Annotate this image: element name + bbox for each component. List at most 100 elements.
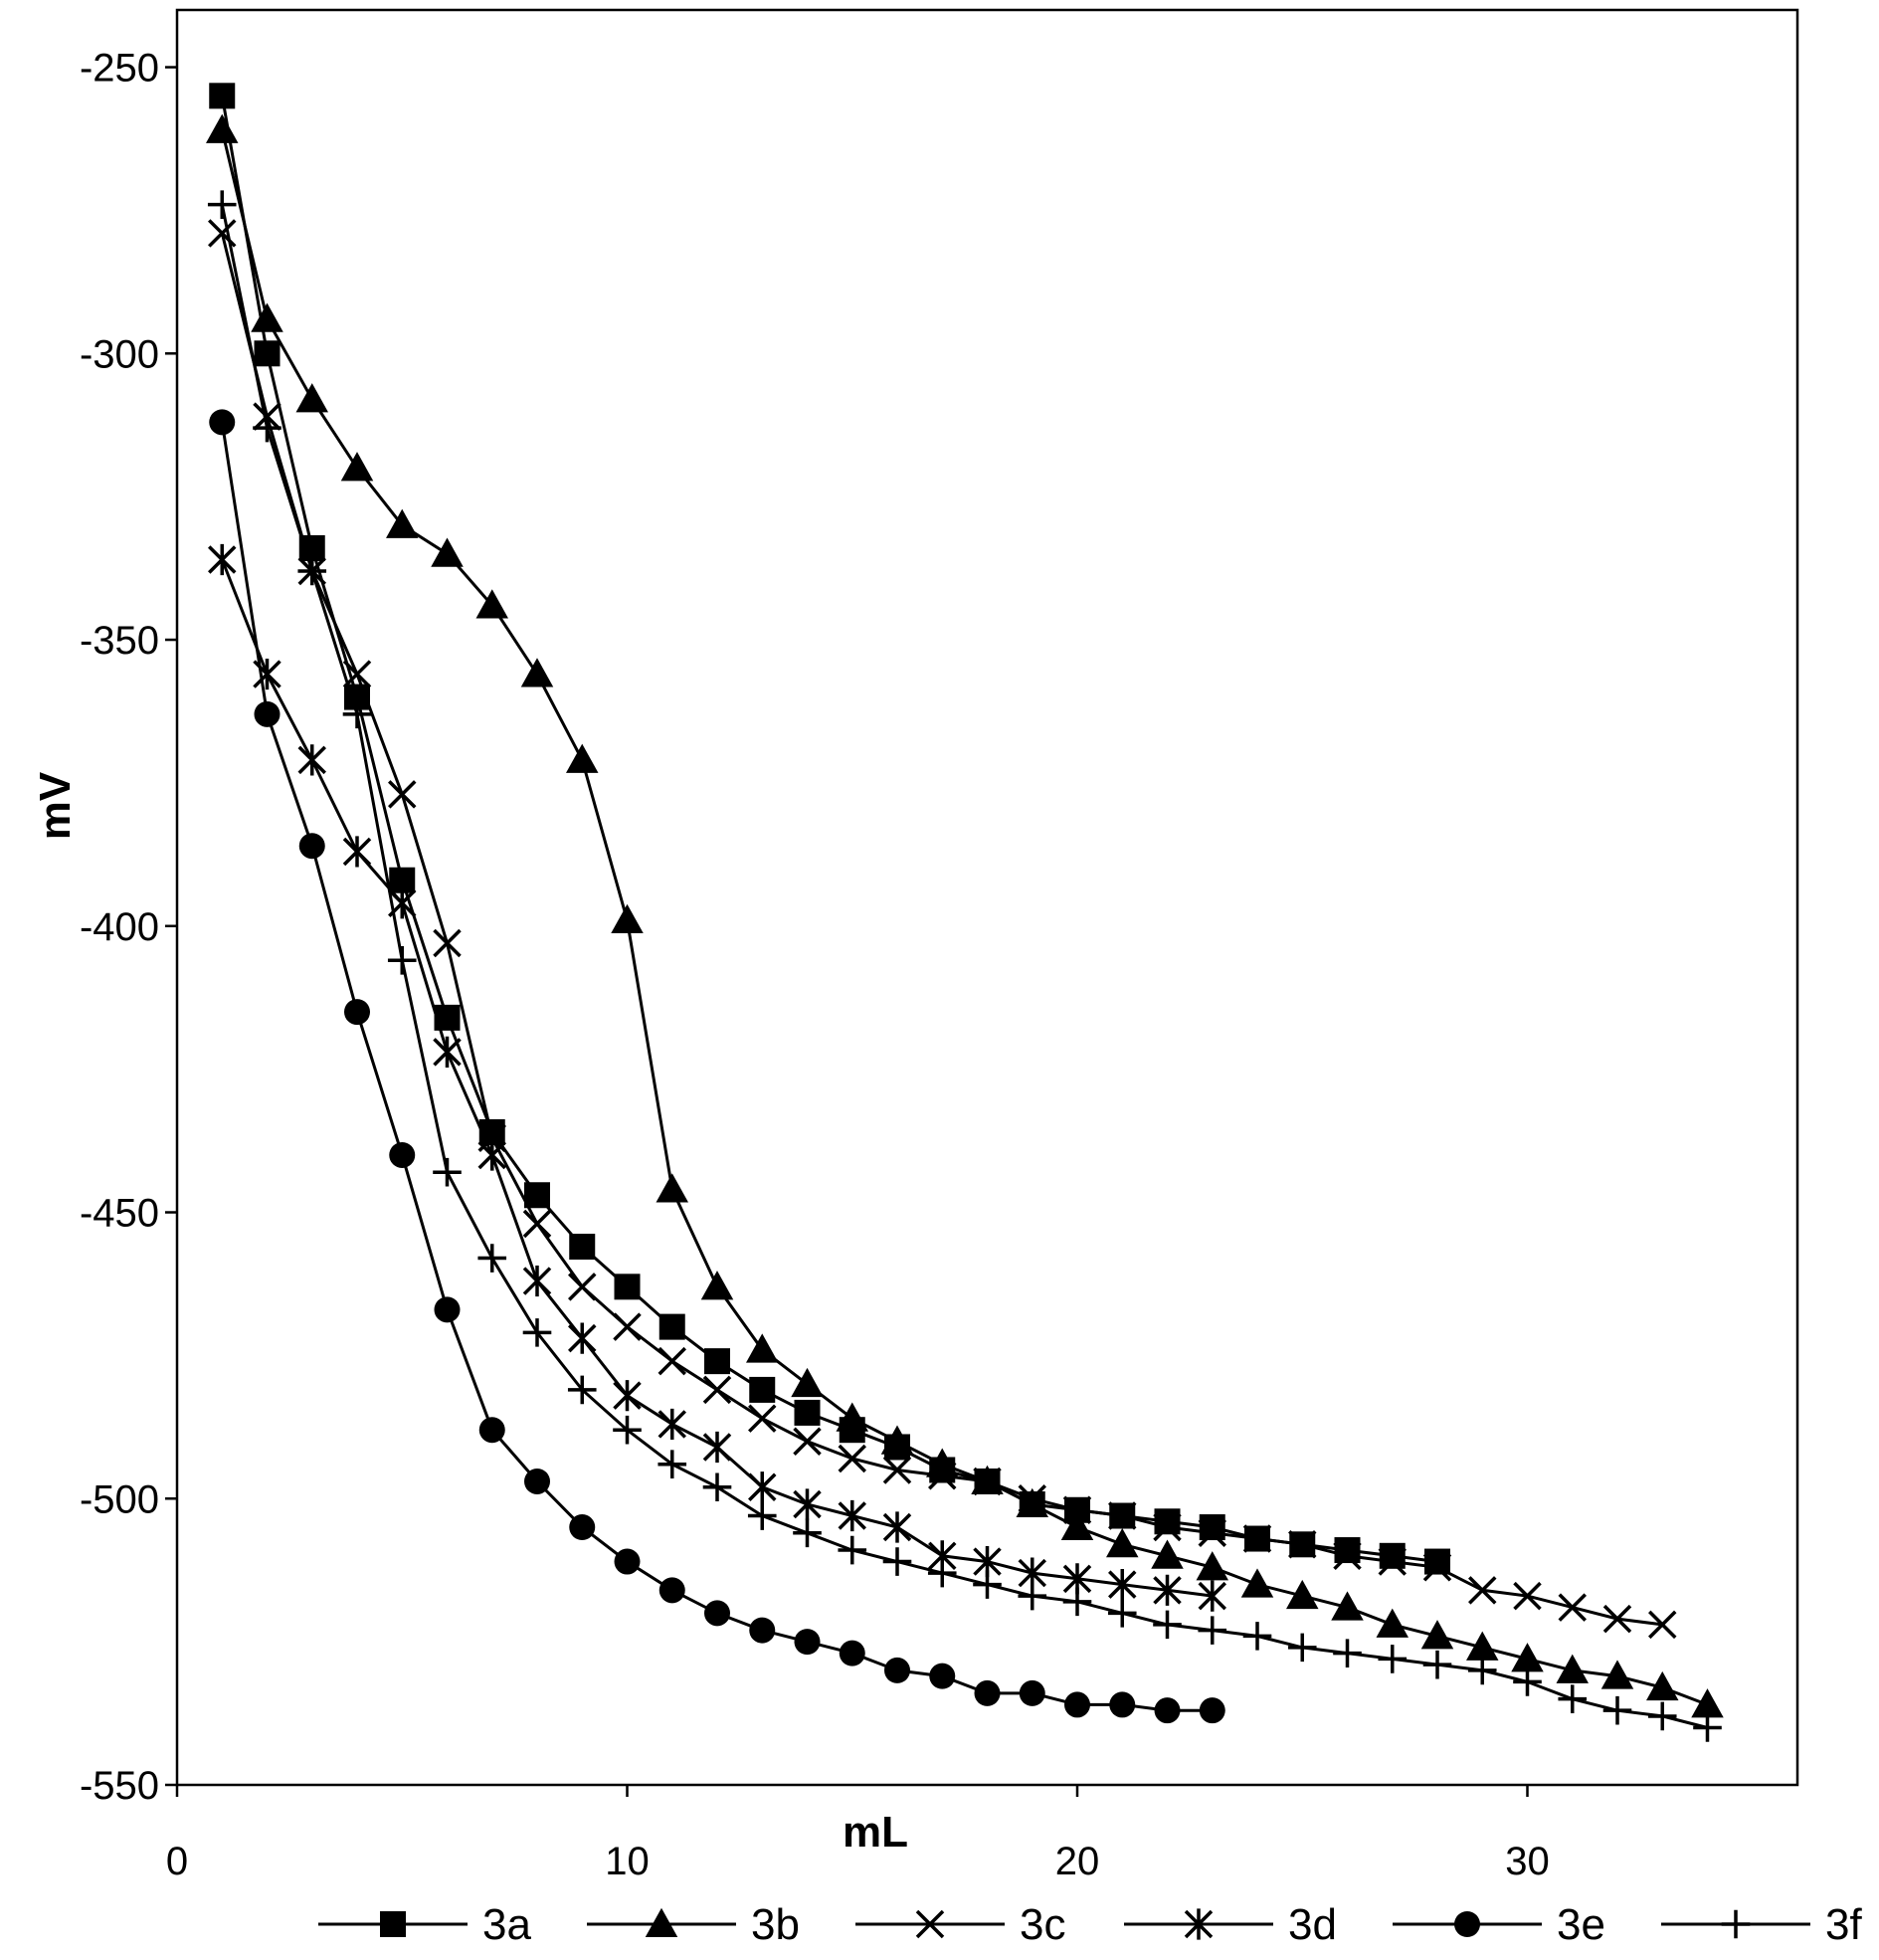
data-point: [342, 699, 372, 729]
data-point: [1106, 1528, 1139, 1558]
x-axis: 0 10 20 30: [166, 1785, 1550, 1883]
data-point: [1647, 1701, 1677, 1731]
y-axis: -250 -300 -350 -400 -450 -500 -550: [80, 47, 177, 1808]
data-point: [1107, 1599, 1137, 1628]
legend-item-3f: 3f: [1661, 1900, 1862, 1949]
data-point: [380, 1911, 406, 1937]
data-point: [520, 658, 554, 687]
data-point: [613, 1415, 642, 1445]
data-point: [614, 1274, 641, 1300]
data-point: [614, 1548, 641, 1575]
data-point: [839, 1640, 865, 1666]
data-point: [658, 1408, 686, 1441]
series-3c: [208, 219, 1677, 1640]
data-point: [1602, 1604, 1632, 1634]
data-point: [928, 1462, 957, 1490]
data-point: [207, 190, 237, 219]
data-point: [645, 1907, 678, 1937]
data-point: [658, 1313, 685, 1340]
data-point: [747, 1501, 777, 1530]
data-point: [1064, 1691, 1090, 1718]
legend: 3a 3b 3c 3d 3e 3f: [318, 1900, 1862, 1949]
data-point: [1199, 1697, 1225, 1724]
data-point: [253, 413, 282, 443]
data-point: [1331, 1591, 1364, 1621]
data-point: [522, 1265, 552, 1297]
data-point: [1691, 1688, 1724, 1718]
data-point: [880, 1425, 914, 1455]
data-point: [433, 1157, 462, 1187]
data-point: [704, 1348, 730, 1375]
data-point: [433, 928, 462, 958]
data-point: [838, 1535, 867, 1565]
data-point: [1513, 1581, 1542, 1611]
data-point: [658, 1450, 687, 1479]
data-point: [1240, 1568, 1274, 1598]
data-point: [974, 1679, 1001, 1706]
data-point: [838, 1444, 866, 1473]
data-point: [524, 1468, 550, 1494]
data-point: [344, 999, 370, 1026]
data-point: [431, 537, 464, 567]
data-point: [1378, 1645, 1408, 1673]
data-point: [1420, 1620, 1454, 1650]
data-point: [794, 1629, 821, 1656]
plot-frame: [175, 8, 1799, 1787]
data-point: [836, 1402, 868, 1432]
data-point: [251, 302, 283, 332]
x-axis-title: mL: [843, 1808, 908, 1857]
data-point: [340, 452, 374, 482]
data-point: [1199, 1514, 1225, 1541]
x-tick-label: 30: [1505, 1840, 1550, 1883]
legend-label: 3c: [1020, 1900, 1065, 1949]
data-point: [973, 1570, 1002, 1599]
series-line: [220, 129, 1709, 1706]
data-point: [749, 1617, 776, 1644]
data-point: [1288, 1530, 1317, 1559]
data-point: [1422, 1650, 1452, 1679]
data-point: [209, 409, 236, 436]
data-point: [1286, 1579, 1319, 1610]
data-point: [567, 1375, 597, 1405]
y-tick-label: -450: [80, 1192, 159, 1236]
data-point: [566, 743, 599, 773]
data-point: [1648, 1610, 1677, 1640]
data-point: [1422, 1553, 1452, 1582]
legend-item-3d: 3d: [1124, 1900, 1337, 1949]
data-point: [793, 1488, 822, 1520]
data-point: [1511, 1643, 1544, 1672]
data-point: [702, 1431, 732, 1464]
data-point: [1153, 1512, 1182, 1542]
data-point: [433, 1036, 462, 1068]
data-point: [1198, 1616, 1227, 1645]
data-point: [386, 508, 419, 538]
data-point: [1184, 1908, 1214, 1940]
data-point: [748, 1471, 777, 1503]
data-point: [613, 1380, 642, 1412]
data-point: [1513, 1667, 1542, 1696]
data-point: [1151, 1539, 1184, 1569]
data-point: [1153, 1610, 1182, 1640]
data-point: [389, 1141, 416, 1168]
legend-label: 3e: [1557, 1900, 1605, 1949]
data-point: [478, 1417, 505, 1444]
legend-item-3b: 3b: [587, 1900, 800, 1949]
data-point: [1154, 1697, 1181, 1724]
data-point: [208, 543, 237, 576]
data-point: [793, 1427, 822, 1456]
data-point: [927, 1558, 957, 1588]
data-point: [838, 1499, 866, 1532]
legend-label: 3f: [1825, 1900, 1862, 1949]
series-layer: [206, 83, 1724, 1742]
data-point: [1467, 1656, 1497, 1685]
y-tick-label: -350: [80, 619, 159, 663]
data-point: [297, 556, 327, 586]
data-point: [254, 340, 281, 367]
x-tick-label: 0: [166, 1840, 188, 1883]
data-point: [613, 1312, 642, 1341]
data-point: [702, 1472, 732, 1502]
data-point: [1109, 1691, 1136, 1718]
data-point: [748, 1404, 777, 1433]
data-point: [1062, 1587, 1092, 1617]
data-point: [656, 1173, 688, 1203]
